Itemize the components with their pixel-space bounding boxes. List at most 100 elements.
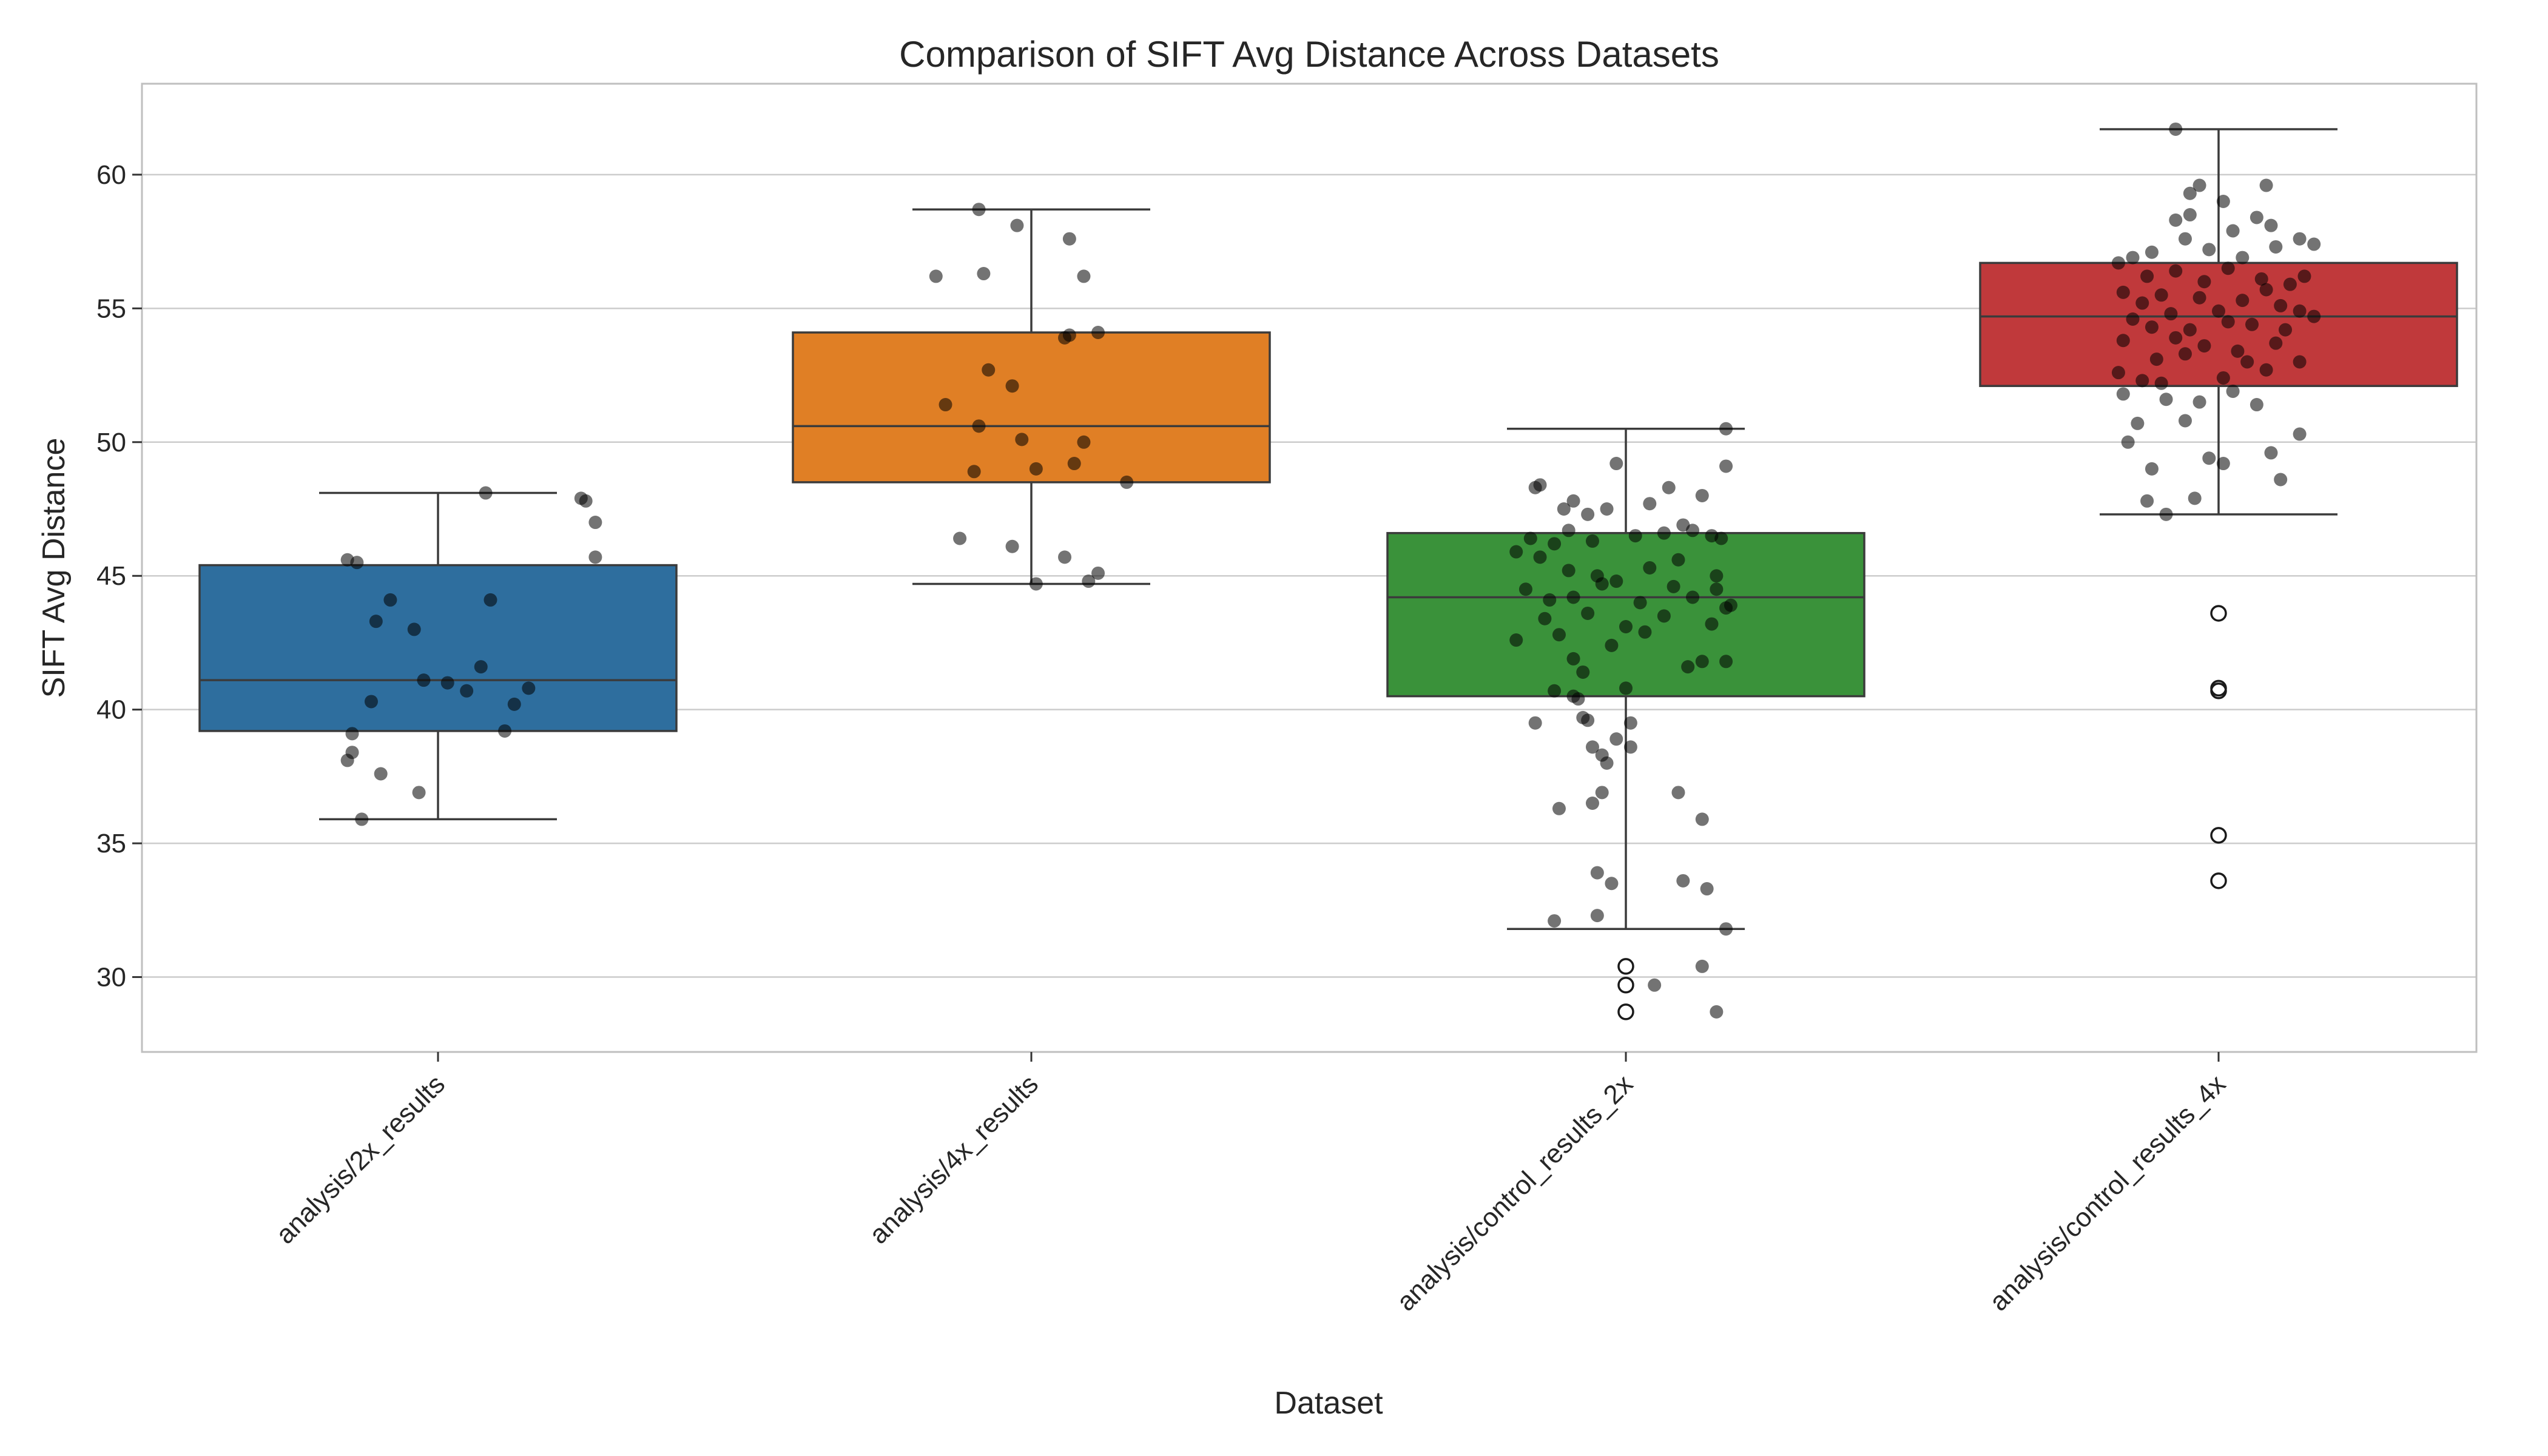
data-point xyxy=(1533,550,1547,564)
data-point xyxy=(2116,387,2130,401)
data-point xyxy=(1628,529,1642,543)
data-point xyxy=(1058,331,1072,345)
data-point xyxy=(1585,534,1599,548)
y-tick-label: 45 xyxy=(96,561,126,591)
iqr-box xyxy=(198,564,678,732)
data-point xyxy=(522,681,536,695)
data-point xyxy=(1681,660,1695,674)
data-point xyxy=(2202,451,2216,465)
data-point xyxy=(2178,414,2192,428)
data-point xyxy=(2145,245,2159,259)
data-point xyxy=(350,556,364,570)
data-point xyxy=(1633,596,1647,610)
data-point xyxy=(2307,309,2321,323)
data-point xyxy=(345,727,359,741)
data-point xyxy=(2250,398,2263,412)
data-point xyxy=(484,593,497,607)
data-point xyxy=(1609,732,1623,746)
data-point xyxy=(1648,978,1662,992)
data-point xyxy=(507,697,521,711)
data-point xyxy=(383,593,397,607)
y-tick-label: 50 xyxy=(96,428,126,457)
data-point xyxy=(2226,385,2240,399)
data-point xyxy=(1518,582,1532,596)
data-point xyxy=(1566,494,1580,508)
data-point xyxy=(2154,288,2168,302)
outlier-marker xyxy=(1617,1003,1634,1020)
data-point xyxy=(1067,457,1081,471)
data-point xyxy=(2183,208,2197,222)
data-point xyxy=(417,673,431,687)
data-point xyxy=(2159,393,2173,406)
data-point xyxy=(2126,251,2140,265)
data-point xyxy=(1695,959,1709,973)
outlier-marker xyxy=(2210,872,2227,889)
data-point xyxy=(2202,243,2216,257)
data-point xyxy=(2111,256,2125,270)
data-point xyxy=(2240,355,2254,369)
outlier-marker xyxy=(2210,682,2227,699)
data-point xyxy=(1562,564,1576,578)
data-point xyxy=(2236,294,2250,308)
data-point xyxy=(2283,277,2297,291)
data-point xyxy=(2250,211,2263,224)
data-point xyxy=(977,267,991,281)
data-point xyxy=(1543,593,1557,607)
data-point xyxy=(1710,1005,1724,1019)
data-point xyxy=(1700,882,1714,896)
data-point xyxy=(2274,298,2288,312)
data-point xyxy=(1643,497,1657,511)
data-point xyxy=(2259,363,2273,377)
data-point xyxy=(1581,507,1595,521)
data-point xyxy=(2259,178,2273,192)
data-point xyxy=(1548,914,1562,928)
data-point xyxy=(1657,526,1671,540)
data-point xyxy=(1581,713,1595,727)
chart-title: Comparison of SIFT Avg Distance Across D… xyxy=(899,34,1719,75)
data-point xyxy=(1719,922,1733,936)
data-point xyxy=(1010,218,1024,232)
data-point xyxy=(2178,347,2192,361)
data-point xyxy=(474,660,488,674)
data-point xyxy=(1091,566,1105,580)
data-point xyxy=(2293,232,2307,246)
data-point xyxy=(1719,422,1733,436)
data-point xyxy=(2145,462,2159,476)
data-point xyxy=(2221,261,2235,275)
data-point xyxy=(2236,251,2250,265)
data-point xyxy=(2269,240,2283,254)
data-point xyxy=(2274,473,2288,487)
box-2 xyxy=(792,208,1271,585)
data-point xyxy=(1062,232,1076,246)
data-point xyxy=(1609,575,1623,588)
data-point xyxy=(1671,553,1685,567)
data-point xyxy=(2116,285,2130,299)
data-point xyxy=(1091,326,1105,340)
data-point xyxy=(2178,232,2192,246)
data-point xyxy=(2264,218,2278,232)
data-point xyxy=(1595,577,1609,591)
data-point xyxy=(2183,186,2197,200)
data-point xyxy=(1029,462,1043,476)
data-point xyxy=(1695,812,1709,826)
data-point xyxy=(588,516,602,530)
data-point xyxy=(1029,577,1043,591)
data-point xyxy=(2111,366,2125,380)
data-point xyxy=(1657,609,1671,623)
data-point xyxy=(2231,344,2245,358)
data-point xyxy=(479,486,493,500)
box-1 xyxy=(198,491,678,821)
iqr-box xyxy=(1979,261,2458,387)
data-point xyxy=(1538,612,1552,625)
data-point xyxy=(1710,582,1724,596)
data-point xyxy=(1590,866,1604,880)
data-point xyxy=(1619,619,1633,633)
data-point xyxy=(2169,213,2183,227)
data-point xyxy=(2226,224,2240,238)
data-point xyxy=(972,419,986,433)
data-point xyxy=(1719,601,1733,615)
y-tick-label: 30 xyxy=(96,963,126,993)
data-point xyxy=(1719,459,1733,473)
data-point xyxy=(2192,178,2206,192)
